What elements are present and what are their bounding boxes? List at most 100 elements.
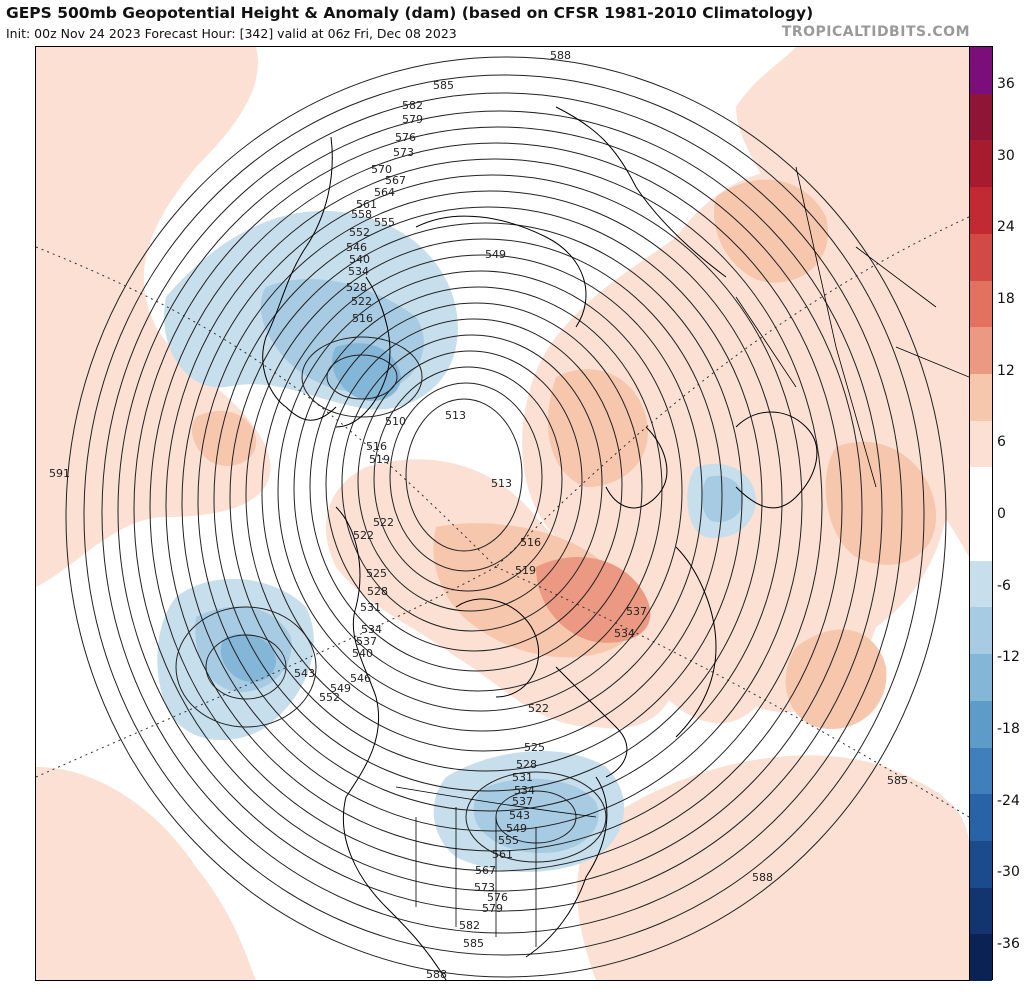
contour-label: 573	[393, 146, 414, 159]
colorbar-segment	[970, 934, 992, 982]
colorbar-segment	[970, 140, 992, 188]
contour-label: 564	[374, 186, 395, 199]
colorbar-segment	[970, 654, 992, 702]
contour-label-layer: 588 585 582 579 576 573 570 567 564 561 …	[49, 49, 908, 980]
anomaly-colorbar	[969, 46, 993, 982]
colorbar-tick-label: -24	[997, 792, 1020, 809]
contour-label: 549	[506, 822, 527, 835]
colorbar-segment	[970, 187, 992, 235]
colorbar-segment	[970, 420, 992, 468]
contour-label: 516	[520, 536, 541, 549]
colorbar-segment	[970, 47, 992, 95]
contour-label: 516	[366, 440, 387, 453]
colorbar-segment	[970, 327, 992, 375]
colorbar-tick-label: 0	[997, 506, 1006, 522]
map-panel: 588 585 582 579 576 573 570 567 564 561 …	[35, 46, 970, 981]
colorbar-segment	[970, 887, 992, 935]
colorbar-segment	[970, 840, 992, 889]
map-title: GEPS 500mb Geopotential Height & Anomaly…	[6, 4, 814, 22]
contour-label: 540	[352, 647, 373, 660]
contour-label: 579	[482, 902, 503, 915]
graticule	[36, 216, 969, 818]
contour-label: 531	[360, 601, 381, 614]
contour-label: 522	[351, 295, 372, 308]
contour-label: 588	[550, 49, 571, 62]
contour-label: 534	[361, 623, 382, 636]
contour-label: 588	[752, 871, 773, 884]
contour-label: 582	[459, 919, 480, 932]
contour-label: 522	[373, 516, 394, 529]
colorbar-tick-label: -18	[997, 721, 1020, 737]
contour-label: 534	[348, 265, 369, 278]
contour-label: 567	[475, 864, 496, 877]
colorbar-segment	[970, 93, 992, 141]
colorbar-segment	[970, 747, 992, 795]
contour-label: 525	[524, 741, 545, 754]
colorbar-tick-label: -36	[997, 936, 1020, 952]
contour-label: 576	[487, 891, 508, 904]
contour-label: 579	[402, 113, 423, 126]
contour-label: 546	[350, 672, 371, 685]
contour-label: 561	[356, 198, 377, 211]
colorbar-segment	[970, 607, 992, 655]
colorbar-tick-label: -30	[997, 864, 1020, 881]
contour-label: 534	[514, 784, 535, 797]
brand-watermark: TROPICALTIDBITS.COM	[781, 24, 970, 40]
colorbar-segment	[970, 233, 992, 281]
coastlines	[262, 106, 818, 980]
colorbar-tick-label: 6	[997, 434, 1006, 451]
contour-label: 552	[319, 691, 340, 704]
colorbar-segment	[970, 560, 992, 608]
contour-label: 588	[426, 968, 447, 980]
contour-label: 510	[385, 415, 406, 428]
positive-anomaly-shading	[36, 47, 969, 980]
contour-label: 585	[463, 937, 484, 950]
contour-label: 537	[512, 795, 533, 808]
contour-label: 534	[614, 627, 635, 640]
contour-label: 570	[371, 163, 392, 176]
contour-label: 528	[346, 281, 367, 294]
contour-label: 522	[528, 702, 549, 715]
map-canvas: 588 585 582 579 576 573 570 567 564 561 …	[36, 47, 969, 980]
contour-label: 528	[367, 585, 388, 598]
colorbar-tick-label: 24	[997, 219, 1015, 236]
contour-label: 516	[352, 312, 373, 325]
contour-label: 531	[512, 771, 533, 784]
contour-label: 567	[385, 174, 406, 187]
contour-label: 522	[353, 529, 374, 542]
colorbar-tick-label: -12	[997, 649, 1020, 666]
contour-label: 528	[516, 758, 537, 771]
contour-label: 519	[369, 453, 390, 466]
colorbar-tick-label: 30	[997, 147, 1015, 164]
forecast-info: Init: 00z Nov 24 2023 Forecast Hour: [34…	[6, 26, 457, 41]
contour-label: 555	[498, 834, 519, 847]
contour-label: 561	[492, 848, 513, 861]
colorbar-tick-label: 18	[997, 291, 1015, 307]
colorbar-segment	[970, 467, 992, 515]
contour-label: 513	[491, 477, 512, 490]
contour-label: 543	[509, 809, 530, 822]
height-contours	[65, 56, 947, 978]
contour-label: 543	[294, 667, 315, 680]
colorbar-segment	[970, 794, 992, 842]
colorbar-tick-label: 36	[997, 76, 1015, 92]
contour-label: 519	[515, 564, 536, 577]
contour-label: 573	[474, 881, 495, 894]
contour-label: 558	[351, 208, 372, 221]
colorbar-tick-label: -6	[997, 577, 1011, 594]
colorbar-segment	[970, 373, 992, 422]
contour-label: 513	[445, 409, 466, 422]
political-boundaries	[395, 166, 969, 947]
colorbar-segment	[970, 280, 992, 328]
contour-label: 585	[433, 79, 454, 92]
contour-label: 576	[395, 131, 416, 144]
colorbar-segment	[970, 700, 992, 748]
colorbar-tick-label: 12	[997, 362, 1015, 379]
contour-label: 555	[374, 216, 395, 229]
contour-label: 525	[366, 567, 387, 580]
contour-label: 549	[485, 248, 506, 261]
contour-label: 546	[346, 241, 367, 254]
contour-label: 537	[356, 635, 377, 648]
contour-label: 537	[626, 605, 647, 618]
contour-label: 585	[887, 774, 908, 787]
